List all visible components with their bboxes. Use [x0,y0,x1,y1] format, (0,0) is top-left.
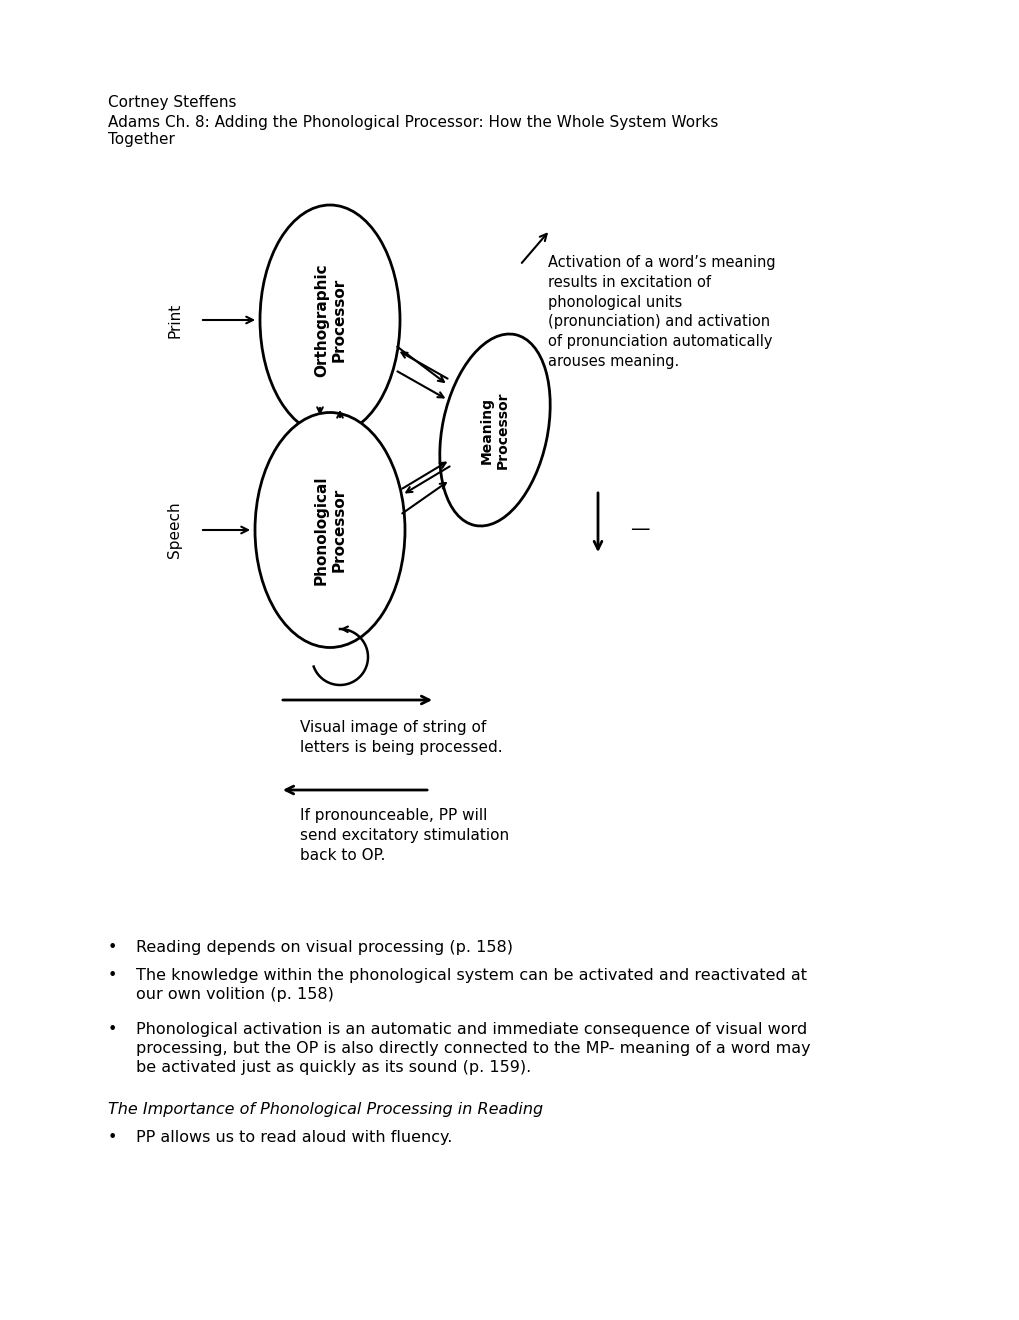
Text: Phonological activation is an automatic and immediate consequence of visual word: Phonological activation is an automatic … [136,1022,810,1076]
Text: Visual image of string of
letters is being processed.: Visual image of string of letters is bei… [300,719,502,755]
Text: •: • [108,940,117,954]
Text: •: • [108,968,117,983]
Text: Adams Ch. 8: Adding the Phonological Processor: How the Whole System Works
Toget: Adams Ch. 8: Adding the Phonological Pro… [108,115,717,148]
Ellipse shape [439,334,549,525]
Text: —: — [630,520,649,540]
Ellipse shape [255,412,405,648]
Text: Activation of a word’s meaning
results in excitation of
phonological units
(pron: Activation of a word’s meaning results i… [547,255,774,370]
Text: Cortney Steffens: Cortney Steffens [108,95,236,110]
Text: Print: Print [167,302,182,338]
Text: Reading depends on visual processing (p. 158): Reading depends on visual processing (p.… [136,940,513,954]
Text: Meaning
Processor: Meaning Processor [479,391,510,469]
Text: •: • [108,1022,117,1038]
Text: Phonological
Processor: Phonological Processor [314,475,345,585]
Text: The knowledge within the phonological system can be activated and reactivated at: The knowledge within the phonological sy… [136,968,806,1002]
Ellipse shape [260,205,399,436]
Text: The Importance of Phonological Processing in Reading: The Importance of Phonological Processin… [108,1102,542,1117]
Text: If pronounceable, PP will
send excitatory stimulation
back to OP.: If pronounceable, PP will send excitator… [300,808,508,862]
Text: Speech: Speech [167,502,182,558]
Text: PP allows us to read aloud with fluency.: PP allows us to read aloud with fluency. [136,1130,452,1144]
Text: •: • [108,1130,117,1144]
Text: Orthographic
Processor: Orthographic Processor [314,263,345,376]
